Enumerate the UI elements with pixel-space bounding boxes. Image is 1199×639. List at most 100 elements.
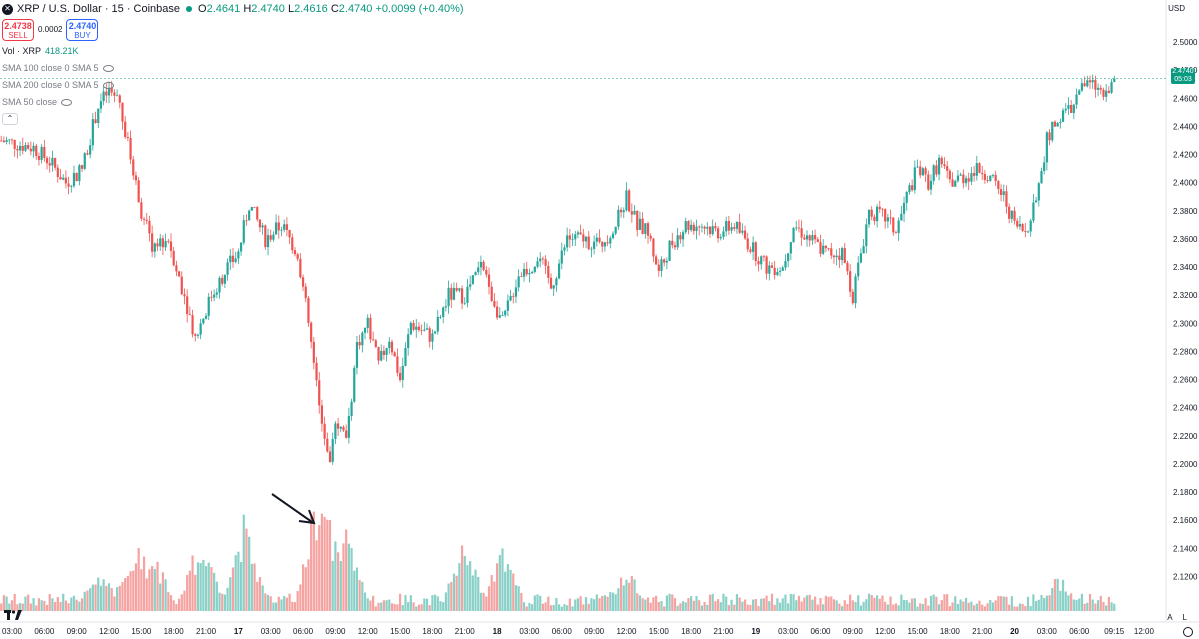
- sma100-legend[interactable]: SMA 100 close 0 SMA 5: [2, 61, 464, 75]
- volume-bar: [1010, 596, 1013, 611]
- eye-icon[interactable]: [102, 81, 114, 89]
- time-tick-label: 19: [751, 627, 760, 636]
- volume-label: Vol · XRP: [2, 46, 42, 56]
- volume-bar: [671, 594, 674, 611]
- candle-body: [490, 286, 493, 302]
- volume-bar: [75, 599, 78, 611]
- candle-body: [37, 156, 41, 160]
- eye-icon[interactable]: [61, 98, 73, 106]
- candle-body: [840, 248, 844, 261]
- candle-body: [762, 256, 766, 258]
- buy-button[interactable]: 2.4740 BUY: [66, 19, 99, 41]
- volume-bar: [423, 598, 426, 611]
- volume-bar: [679, 603, 682, 611]
- candle-body: [234, 258, 237, 262]
- sma200-label: SMA 200 close 0 SMA 5: [2, 80, 99, 90]
- sma200-legend[interactable]: SMA 200 close 0 SMA 5: [2, 78, 464, 92]
- candle-body: [334, 423, 337, 440]
- volume-bar: [991, 602, 995, 611]
- volume-bar: [202, 559, 205, 611]
- candle-body: [967, 178, 970, 182]
- volume-bar: [633, 579, 636, 611]
- time-tick-label: 09:00: [325, 627, 346, 636]
- volume-bar: [299, 584, 302, 611]
- volume-bar: [983, 606, 986, 611]
- volume-bar: [989, 600, 992, 611]
- volume-bar: [531, 604, 534, 611]
- candle-body: [358, 342, 361, 346]
- candle-body: [423, 329, 426, 331]
- candle-body: [272, 234, 275, 240]
- candle-body: [148, 220, 151, 234]
- currency-label[interactable]: USD: [1168, 4, 1185, 13]
- candle-body: [913, 167, 916, 191]
- volume-bar: [320, 513, 324, 611]
- volume-bar: [401, 605, 404, 611]
- candle-body: [703, 226, 706, 229]
- volume-bar: [447, 583, 450, 611]
- time-tick-label: 09:00: [584, 627, 605, 636]
- candle-body: [43, 146, 46, 158]
- candle-body: [5, 140, 8, 143]
- candle-body: [264, 225, 267, 248]
- candle-body: [843, 248, 846, 263]
- tradingview-logo-icon[interactable]: [4, 608, 22, 622]
- scale-controls: A L: [1167, 613, 1187, 622]
- volume-bar: [1051, 587, 1054, 611]
- candle-body: [450, 287, 453, 300]
- volume-bar: [460, 545, 464, 611]
- volume-bar: [738, 597, 741, 611]
- candle-body: [18, 145, 22, 151]
- buy-label: BUY: [74, 31, 91, 40]
- volume-bar: [838, 603, 841, 611]
- volume-bar: [334, 541, 337, 611]
- symbol-title[interactable]: XRP / U.S. Dollar · 15 · Coinbase: [17, 3, 181, 15]
- candle-body: [501, 315, 504, 316]
- candle-body: [902, 202, 906, 214]
- volume-bar: [973, 605, 976, 611]
- volume-bar: [714, 601, 717, 611]
- candle-body: [867, 209, 871, 225]
- volume-bar: [291, 601, 294, 611]
- chevron-up-icon[interactable]: ⌃: [2, 113, 18, 125]
- gear-icon[interactable]: [1183, 627, 1193, 637]
- price-tick-label: 2.2200: [1173, 432, 1198, 441]
- auto-scale-button[interactable]: A: [1167, 613, 1173, 622]
- volume-bar: [328, 520, 332, 611]
- eye-icon[interactable]: [102, 64, 114, 72]
- volume-bar: [16, 604, 19, 611]
- volume-indicator-legend[interactable]: Vol · XRP 418.21K: [2, 44, 464, 58]
- volume-bar: [1053, 578, 1057, 611]
- log-scale-button[interactable]: L: [1182, 613, 1187, 622]
- candle-body: [512, 295, 515, 297]
- candle-body: [1037, 183, 1040, 201]
- volume-bar: [105, 585, 108, 611]
- volume-bar: [390, 603, 394, 611]
- volume-bar: [385, 600, 388, 611]
- volume-bar: [137, 547, 140, 611]
- volume-bar: [1043, 597, 1046, 611]
- candle-body: [161, 238, 165, 248]
- volume-bar: [498, 555, 501, 611]
- candle-body: [70, 186, 73, 187]
- candle-body: [593, 241, 596, 249]
- sma50-legend[interactable]: SMA 50 close: [2, 95, 464, 109]
- volume-bar: [994, 600, 997, 611]
- volume-bar: [1091, 599, 1094, 611]
- candle-body: [997, 181, 1000, 190]
- countdown-value: 05:03: [1174, 76, 1192, 83]
- volume-bar: [490, 575, 493, 611]
- volume-bar: [587, 603, 590, 611]
- volume-bar: [601, 595, 604, 611]
- candle-body: [579, 232, 582, 235]
- candle-body: [482, 261, 485, 270]
- candle-body: [175, 265, 178, 272]
- last-price-tag: 2.4740 05:03: [1171, 68, 1195, 84]
- volume-bar: [1110, 602, 1113, 611]
- volume-bar: [1026, 596, 1030, 611]
- sell-button[interactable]: 2.4738 SELL: [2, 19, 34, 41]
- candle-body: [560, 250, 563, 264]
- candle-body: [929, 180, 933, 190]
- time-tick-label: 12:00: [616, 627, 637, 636]
